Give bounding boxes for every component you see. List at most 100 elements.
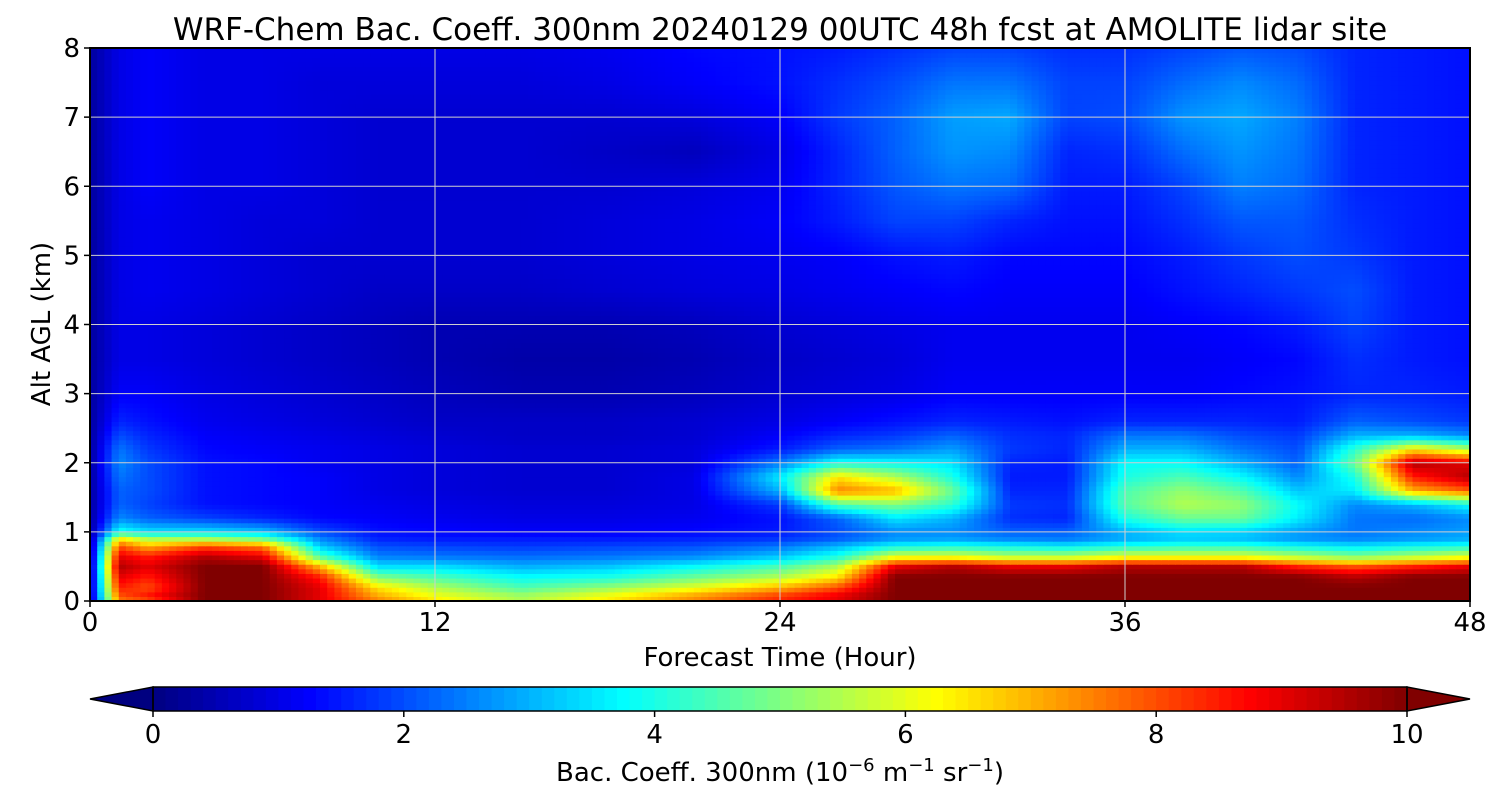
- heatmap-cell: [629, 485, 637, 491]
- heatmap-cell: [133, 559, 141, 565]
- heatmap-cell: [384, 522, 393, 528]
- heatmap-cell: [1319, 527, 1327, 533]
- heatmap-cell: [1426, 554, 1435, 561]
- heatmap-cell: [1419, 522, 1428, 528]
- heatmap-cell: [808, 527, 817, 533]
- heatmap-cell: [1362, 582, 1370, 588]
- heatmap-cell: [679, 485, 688, 491]
- heatmap-cell: [320, 495, 328, 501]
- heatmap-cell: [176, 564, 185, 570]
- heatmap-cell: [859, 518, 867, 524]
- heatmap-cell: [593, 550, 601, 556]
- heatmap-cell: [708, 522, 716, 528]
- heatmap-cell: [722, 536, 731, 542]
- heatmap-cell: [1031, 536, 1040, 542]
- heatmap-cell: [226, 504, 235, 510]
- heatmap-cell: [1333, 522, 1342, 528]
- heatmap-cell: [327, 573, 335, 579]
- heatmap-cell: [399, 522, 407, 528]
- heatmap-cell: [1225, 587, 1234, 593]
- heatmap-cell: [550, 490, 558, 496]
- heatmap-cell: [442, 577, 450, 584]
- heatmap-cell: [514, 504, 522, 510]
- heatmap-cell: [1268, 564, 1277, 570]
- heatmap-cell: [923, 541, 932, 547]
- heatmap-cell: [916, 495, 925, 501]
- heatmap-cell: [240, 536, 249, 542]
- heatmap-cell: [1434, 554, 1442, 561]
- heatmap-cell: [1268, 573, 1277, 579]
- heatmap-cell: [629, 508, 637, 515]
- heatmap-cell: [391, 518, 400, 524]
- heatmap-cell: [859, 568, 867, 574]
- heatmap-cell: [643, 596, 652, 601]
- heatmap-cell: [169, 541, 177, 547]
- heatmap-cell: [571, 582, 580, 588]
- heatmap-cell: [751, 582, 760, 588]
- heatmap-cell: [442, 495, 450, 501]
- heatmap-cell: [1204, 545, 1212, 551]
- heatmap-cell: [859, 522, 867, 528]
- heatmap-cell: [147, 577, 156, 584]
- heatmap-cell: [384, 568, 393, 574]
- heatmap-cell: [1067, 518, 1076, 524]
- heatmap-cell: [693, 536, 702, 542]
- heatmap-cell: [334, 591, 343, 597]
- heatmap-cell: [981, 577, 990, 584]
- heatmap-cell: [607, 481, 616, 487]
- heatmap-cell: [693, 490, 702, 496]
- heatmap-cell: [291, 587, 300, 593]
- heatmap-cell: [585, 536, 594, 542]
- heatmap-cell: [435, 504, 443, 510]
- heatmap-cell: [1240, 582, 1248, 588]
- heatmap-cell: [140, 527, 149, 533]
- heatmap-cell: [1441, 518, 1450, 524]
- heatmap-cell: [1110, 596, 1119, 601]
- heatmap-cell: [305, 596, 314, 601]
- heatmap-cell: [1096, 545, 1105, 551]
- heatmap-cell: [1024, 495, 1033, 501]
- heatmap-cell: [427, 559, 436, 565]
- heatmap-cell: [758, 499, 767, 505]
- heatmap-cell: [470, 545, 479, 551]
- heatmap-cell: [463, 522, 472, 528]
- heatmap-cell: [355, 573, 364, 579]
- heatmap-cell: [1362, 596, 1370, 601]
- heatmap-cell: [341, 504, 350, 510]
- heatmap-cell: [492, 596, 501, 601]
- heatmap-cell: [1448, 508, 1457, 515]
- heatmap-cell: [1355, 545, 1363, 551]
- heatmap-cell: [542, 495, 551, 501]
- heatmap-cell: [212, 485, 220, 491]
- heatmap-cell: [499, 527, 508, 533]
- heatmap-cell: [1045, 545, 1054, 551]
- heatmap-cell: [190, 485, 199, 491]
- heatmap-cell: [535, 504, 544, 510]
- heatmap-cell: [1110, 591, 1119, 597]
- heatmap-cell: [995, 587, 1004, 593]
- heatmap-cell: [298, 531, 307, 538]
- heatmap-cell: [1319, 531, 1327, 538]
- heatmap-cell: [1390, 545, 1399, 551]
- heatmap-cell: [169, 587, 177, 593]
- heatmap-cell: [593, 522, 601, 528]
- heatmap-cell: [1117, 577, 1126, 584]
- heatmap-cell: [90, 587, 98, 593]
- heatmap-cell: [1045, 554, 1054, 561]
- heatmap-cell: [147, 499, 156, 505]
- heatmap-cell: [643, 587, 652, 593]
- heatmap-cell: [1376, 582, 1385, 588]
- heatmap-cell: [866, 481, 875, 487]
- heatmap-cell: [1053, 490, 1061, 496]
- heatmap-cell: [1347, 568, 1356, 574]
- heatmap-cell: [1053, 564, 1061, 570]
- heatmap-cell: [456, 568, 465, 574]
- heatmap-cell: [1347, 545, 1356, 551]
- heatmap-cell: [233, 531, 242, 538]
- heatmap-cell: [715, 541, 724, 547]
- heatmap-cell: [758, 545, 767, 551]
- heatmap-cell: [801, 518, 810, 524]
- heatmap-cell: [312, 508, 321, 515]
- heatmap-cell: [729, 573, 738, 579]
- heatmap-cell: [621, 554, 630, 561]
